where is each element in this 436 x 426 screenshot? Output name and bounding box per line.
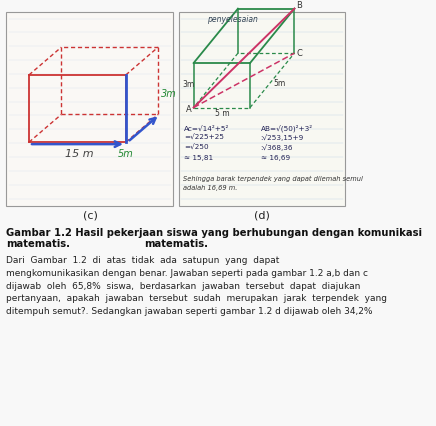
Text: =√250: =√250 [184, 145, 208, 151]
Text: 3m: 3m [182, 80, 194, 89]
Text: A: A [186, 105, 191, 114]
Text: 5 m: 5 m [215, 109, 230, 118]
Text: mengkomunikasikan dengan benar. Jawaban seperti pada gambar 1.2 a,b dan c: mengkomunikasikan dengan benar. Jawaban … [7, 268, 368, 277]
Text: C: C [296, 49, 302, 58]
Bar [7, 13, 174, 207]
Text: Sehingga barak terpendek yang dapat dilemah semul: Sehingga barak terpendek yang dapat dile… [183, 175, 363, 181]
Text: matematis.: matematis. [144, 239, 208, 248]
Text: ≈ 16,69: ≈ 16,69 [261, 155, 290, 161]
Text: 5m: 5m [273, 79, 286, 88]
Text: ≈ 15,81: ≈ 15,81 [184, 155, 213, 161]
Text: :√253,15+9: :√253,15+9 [261, 134, 304, 141]
Text: (c): (c) [82, 210, 97, 220]
Text: 5m: 5m [118, 149, 133, 158]
Text: pertanyaan,  apakah  jawaban  tersebut  sudah  merupakan  jarak  terpendek  yang: pertanyaan, apakah jawaban tersebut suda… [7, 294, 388, 303]
Text: (d): (d) [254, 210, 270, 220]
Text: =√225+25: =√225+25 [184, 135, 224, 141]
Text: 3m: 3m [161, 89, 177, 98]
Bar [179, 13, 345, 207]
Text: :√368,36: :√368,36 [261, 144, 293, 151]
Text: B: B [296, 1, 302, 10]
Text: Ac=√14²+5²: Ac=√14²+5² [184, 125, 229, 131]
Text: dijawab  oleh  65,8%  siswa,  berdasarkan  jawaban  tersebut  dapat  diajukan: dijawab oleh 65,8% siswa, berdasarkan ja… [7, 281, 361, 290]
Text: Dari  Gambar  1.2  di  atas  tidak  ada  satupun  yang  dapat: Dari Gambar 1.2 di atas tidak ada satupu… [7, 255, 280, 264]
Text: matematis.: matematis. [7, 239, 71, 248]
Text: penyelesaian: penyelesaian [207, 14, 258, 23]
Text: AB=√(50)²+3²: AB=√(50)²+3² [261, 124, 313, 132]
Text: adalah 16,69 m.: adalah 16,69 m. [183, 184, 238, 190]
Text: Gambar 1.2 Hasil pekerjaan siswa yang berhubungan dengan komunikasi: Gambar 1.2 Hasil pekerjaan siswa yang be… [7, 227, 422, 238]
Text: ditempuh semut?. Sedangkan jawaban seperti gambar 1.2 d dijawab oleh 34,2%: ditempuh semut?. Sedangkan jawaban seper… [7, 307, 373, 316]
Text: 15 m: 15 m [65, 149, 94, 158]
